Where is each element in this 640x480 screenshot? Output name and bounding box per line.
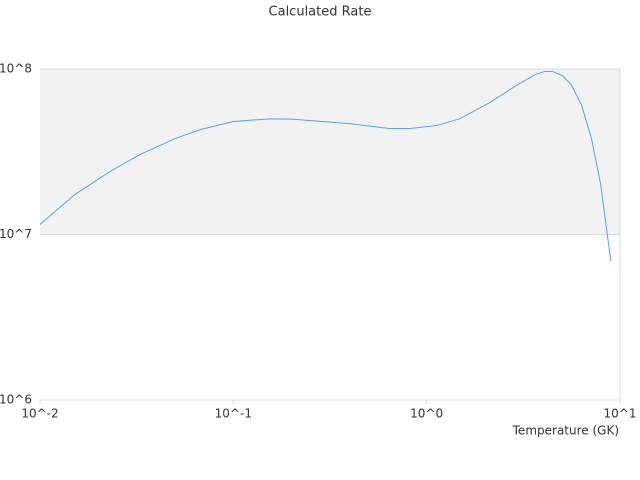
y-tick-label: 10^8: [0, 62, 32, 76]
x-tick-label: 10^0: [410, 407, 443, 421]
data-line: [39, 70, 612, 262]
y-tick-label: 10^7: [0, 227, 32, 241]
plot-band: [40, 69, 620, 235]
x-tick-label: 10^1: [604, 407, 637, 421]
x-axis-label: Temperature (GK): [512, 424, 619, 438]
chart-title: Calculated Rate: [269, 5, 372, 20]
y-tick-label: 10^6: [0, 393, 32, 407]
x-tick-label: 10^-1: [215, 407, 252, 421]
x-tick-label: 10^-2: [21, 407, 58, 421]
